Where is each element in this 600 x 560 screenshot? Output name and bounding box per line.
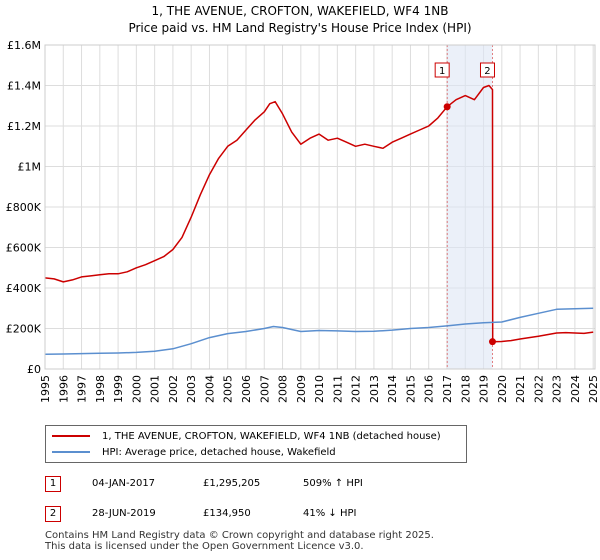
y-tick-label: £800K [6,201,42,214]
y-tick-label: £1M [18,161,42,174]
legend-label-hpi: HPI: Average price, detached house, Wake… [102,446,336,458]
footer-line-2: This data is licensed under the Open Gov… [45,541,364,552]
x-tick-label: 2000 [130,375,143,403]
transaction-date: 04-JAN-2017 [92,478,156,489]
x-tick-label: 2025 [587,375,600,403]
x-tick-label: 1997 [76,375,89,403]
legend-label-property: 1, THE AVENUE, CROFTON, WAKEFIELD, WF4 1… [102,430,441,442]
y-tick-label: £600K [6,242,42,255]
y-tick-label: £200K [6,323,42,336]
x-tick-label: 1995 [39,375,52,403]
series-lines [44,84,594,355]
x-tick-label: 2021 [514,375,527,403]
x-tick-label: 2017 [441,375,454,403]
legend-swatch-property [52,435,90,437]
x-tick-label: 2002 [167,375,180,403]
x-tick-label: 2013 [368,375,381,403]
transaction-1-point [443,103,451,111]
y-tick-label: £1.2M [7,120,41,133]
annotation-2-label: 2 [484,66,490,77]
plot-frame [44,44,596,370]
legend: 1, THE AVENUE, CROFTON, WAKEFIELD, WF4 1… [45,425,467,463]
x-tick-label: 2008 [277,375,290,403]
axes: £0 £200K £400K £600K £800K £1M £1.2M £1.4M £1.6M… [6,39,600,403]
y-tick-label: £1.6M [7,39,41,52]
transaction-badge: 1 [45,476,61,492]
transaction-price: £1,295,205 [203,478,261,489]
x-tick-label: 2005 [222,375,235,403]
property-price-line [44,84,594,343]
y-tick-label: £0 [27,363,41,376]
transaction-hpi-change: 509% ↑ HPI [303,478,363,489]
annotation-1-box [434,62,450,78]
x-tick-label: 2009 [295,375,308,403]
x-tick-label: 2011 [331,375,344,403]
title-line-1: 1, THE AVENUE, CROFTON, WAKEFIELD, WF4 1… [151,4,449,18]
highlight-region [446,45,493,369]
price-chart: £0 £200K £400K £600K £800K £1M £1.2M £1.4M £1.6M… [6,39,600,403]
legend-item-property: 1, THE AVENUE, CROFTON, WAKEFIELD, WF4 1… [52,429,441,443]
x-tick-label: 2024 [569,375,582,403]
x-tick-label: 2001 [149,375,162,403]
x-tick-label: 2012 [350,375,363,403]
title-line-2: Price paid vs. HM Land Registry's House … [128,21,472,35]
legend-item-hpi: HPI: Average price, detached house, Wake… [52,445,336,459]
grid-lines [44,44,595,370]
x-tick-label: 2020 [496,375,509,403]
x-tick-label: 2018 [459,375,472,403]
x-tick-label: 2006 [240,375,253,403]
x-tick-label: 2003 [185,375,198,403]
x-tick-label: 2007 [258,375,271,403]
transaction-2-point [488,338,496,346]
transaction-date: 28-JUN-2019 [92,508,156,519]
annotation-2-box [479,62,495,78]
x-tick-label: 2023 [551,375,564,403]
x-tick-label: 2015 [404,375,417,403]
chart-title: 1, THE AVENUE, CROFTON, WAKEFIELD, WF4 1… [0,3,600,37]
x-tick-label: 2016 [423,375,436,403]
x-tick-label: 1996 [57,375,70,403]
transaction-hpi-change: 41% ↓ HPI [303,508,357,519]
y-tick-label: £1.4M [7,80,41,93]
hpi-line [44,307,594,355]
x-tick-label: 1999 [112,375,125,403]
transaction-badge: 2 [45,506,61,522]
legend-swatch-hpi [52,451,90,453]
footer: Contains HM Land Registry data © Crown c… [45,530,434,552]
x-tick-label: 2014 [386,375,399,403]
x-tick-label: 2019 [478,375,491,403]
annotation-1-label: 1 [439,66,445,77]
footer-line-1: Contains HM Land Registry data © Crown c… [45,530,434,541]
transaction-price: £134,950 [203,508,251,519]
y-tick-label: £400K [6,282,42,295]
x-tick-label: 2010 [313,375,326,403]
x-tick-label: 1998 [94,375,107,403]
highlight-band [447,45,493,369]
x-tick-label: 2022 [532,375,545,403]
x-tick-label: 2004 [203,375,216,403]
